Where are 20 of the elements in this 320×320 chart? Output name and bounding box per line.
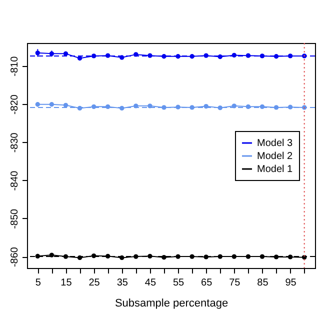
x-tick-label: 75	[229, 278, 241, 288]
x-tick-label: 35	[116, 278, 128, 288]
x-tick-label: 55	[172, 278, 185, 288]
y-tick-label: -850	[10, 208, 20, 229]
x-tick-label: 95	[285, 278, 297, 288]
x-tick-label: 5	[35, 278, 42, 288]
y-tick-label: -810	[10, 56, 20, 76]
legend-label: Model 1	[257, 164, 294, 175]
legend-label: Model 3	[257, 138, 294, 149]
x-tick-label: 45	[144, 278, 156, 288]
x-tick-label: 25	[88, 278, 100, 288]
y-tick-label: -840	[10, 170, 20, 191]
y-tick-label: -820	[10, 94, 20, 115]
y-tick-label: -830	[10, 132, 20, 153]
x-tick-label: 65	[201, 278, 213, 288]
x-tick-label: 15	[60, 278, 72, 288]
x-axis-title: Subsample percentage	[114, 298, 228, 310]
legend-label: Model 2	[257, 151, 294, 162]
y-tick-label: -860	[10, 246, 20, 268]
x-tick-label: 85	[257, 278, 269, 288]
